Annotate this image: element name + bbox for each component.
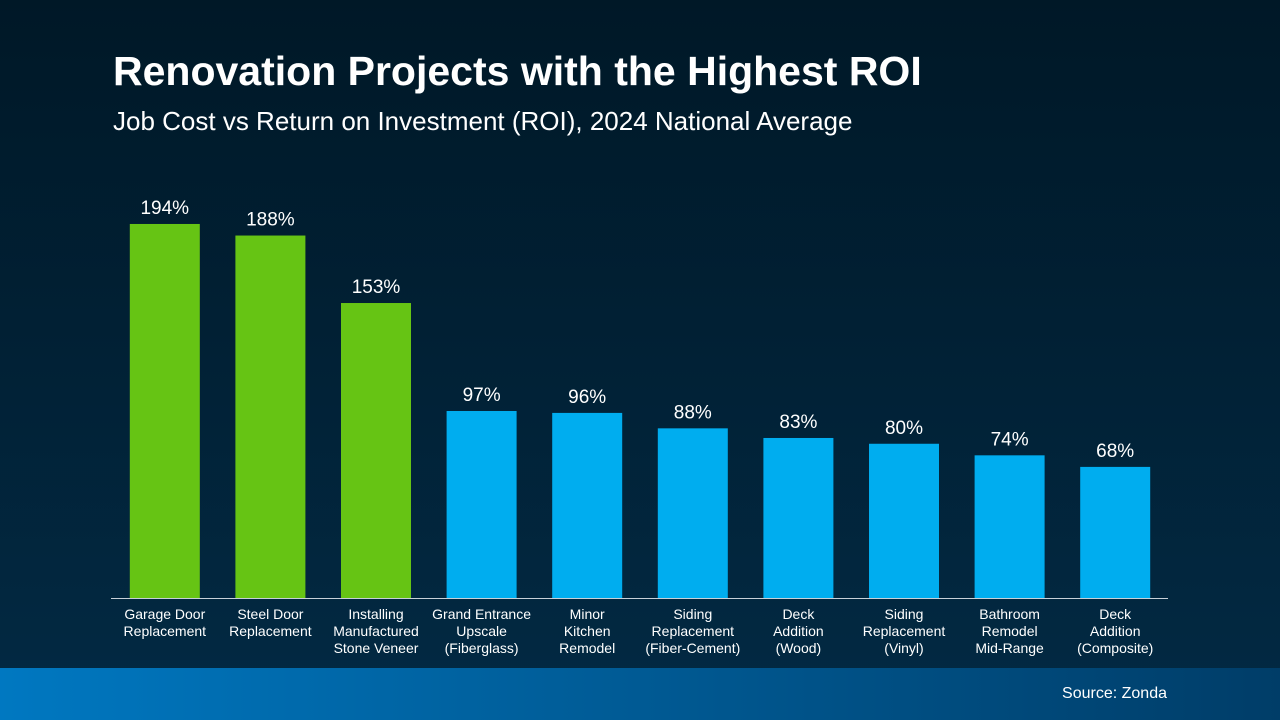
bar (129, 223, 200, 598)
x-tick-label: Garage Door Replacement (123, 606, 207, 639)
x-tick-label: Grand Entrance Upscale (Fiberglass) (432, 606, 532, 656)
bar (552, 412, 623, 598)
x-tick-label: Siding Replacement (Vinyl) (862, 606, 946, 656)
chart-title: Renovation Projects with the Highest ROI (113, 48, 922, 94)
chart-subtitle: Job Cost vs Return on Investment (ROI), … (113, 106, 853, 136)
bar (763, 437, 834, 598)
x-tick-label: Bathroom Remodel Mid-Range (975, 606, 1044, 656)
value-label: 83% (779, 412, 817, 433)
footer-band (0, 668, 1280, 720)
value-label: 194% (140, 198, 189, 219)
x-tick-label: Siding Replacement (Fiber-Cement) (645, 606, 741, 656)
value-label: 97% (463, 385, 501, 406)
source-note: Source: Zonda (1062, 685, 1167, 702)
bar (235, 235, 306, 598)
value-label: 153% (352, 277, 401, 298)
value-label: 74% (991, 429, 1029, 450)
value-label: 188% (246, 210, 295, 231)
bar (446, 410, 517, 598)
x-tick-label: Deck Addition (Composite) (1077, 606, 1154, 656)
value-label: 88% (674, 402, 712, 423)
x-tick-label: Installing Manufactured Stone Veneer (333, 606, 419, 656)
value-label: 68% (1096, 441, 1134, 462)
value-label: 80% (885, 418, 923, 439)
value-label: 96% (568, 387, 606, 408)
bar (974, 455, 1045, 598)
x-tick-label: Minor Kitchen Remodel (559, 606, 616, 656)
x-tick-label: Steel Door Replacement (229, 606, 312, 639)
bar (341, 303, 411, 598)
bar (657, 428, 728, 598)
bar (869, 443, 939, 598)
x-tick-label: Deck Addition (Wood) (773, 606, 824, 656)
bar (1080, 466, 1151, 598)
